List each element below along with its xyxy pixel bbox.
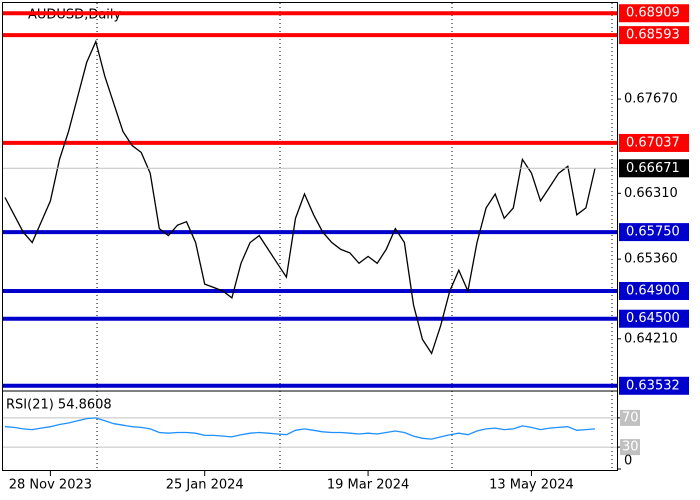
level-label-box — [619, 282, 689, 300]
level-label: 0.68909 — [626, 6, 680, 21]
level-label-box — [619, 309, 689, 328]
last-price-label: 0.66671 — [626, 161, 680, 176]
tick-label-box — [620, 439, 640, 456]
level-label: 0.64900 — [626, 284, 680, 299]
x-tick-label: 28 Nov 2023 — [9, 478, 92, 493]
series-line — [4, 39, 596, 355]
level-label-box — [619, 4, 689, 23]
level-label: 0.64500 — [626, 311, 680, 326]
series-line — [4, 417, 596, 440]
level-label: 0.65750 — [626, 225, 680, 240]
level-label: 0.63532 — [626, 378, 680, 393]
tick-label-box — [620, 409, 640, 426]
level-label-box — [619, 26, 689, 45]
level-label-box — [619, 223, 689, 242]
rsi-title: RSI(21) 54.8608 — [6, 398, 112, 413]
x-tick-label: 25 Jan 2024 — [166, 478, 244, 493]
y-tick-label: 0 — [624, 454, 632, 469]
level-label: 0.67037 — [626, 135, 680, 150]
level-label-box — [619, 133, 689, 152]
y-tick-label: 0.67670 — [624, 92, 678, 107]
y-tick-label: 0.66310 — [624, 186, 678, 201]
level-label: 0.68593 — [626, 28, 680, 43]
x-tick-label: 19 Mar 2024 — [327, 478, 409, 493]
level-label-box — [619, 376, 689, 395]
last-price-box — [619, 159, 689, 178]
x-tick-label: 13 May 2024 — [489, 478, 574, 493]
y-tick-label: 0.64210 — [624, 331, 678, 346]
plot-frame — [2, 2, 618, 471]
y-tick-label: 70 — [622, 410, 639, 425]
y-tick-label: 0.65360 — [624, 252, 678, 267]
y-tick-label: 30 — [622, 440, 639, 455]
